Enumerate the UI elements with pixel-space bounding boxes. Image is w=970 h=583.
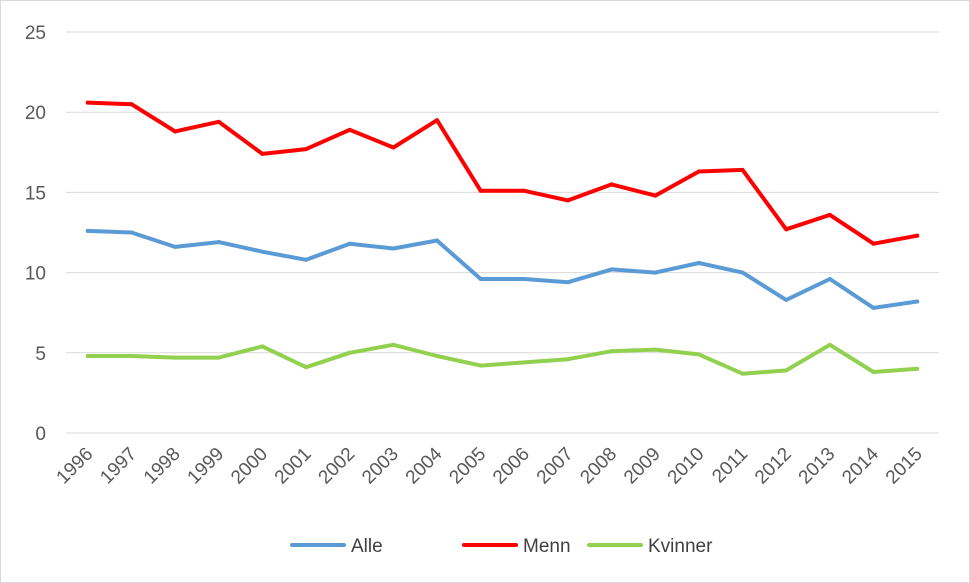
x-tick-label: 1996 [53,444,98,489]
x-tick-label: 2015 [882,444,927,489]
data-point-kvinner [347,350,352,355]
data-point-kvinner [304,365,309,370]
data-point-alle [216,240,221,245]
x-tick-label: 1998 [140,444,185,489]
data-point-kvinner [85,354,90,359]
data-point-kvinner [391,342,396,347]
data-point-alle [696,260,701,265]
data-point-alle [129,230,134,235]
x-tick-label: 2012 [751,444,796,489]
x-tick-label: 1997 [96,444,141,489]
y-tick-label: 15 [25,183,46,204]
data-point-kvinner [740,371,745,376]
data-point-kvinner [565,357,570,362]
data-point-alle [173,244,178,249]
data-point-kvinner [871,370,876,375]
data-point-kvinner [915,366,920,371]
data-point-kvinner [435,354,440,359]
series-line-menn [85,100,920,246]
data-point-alle [915,299,920,304]
y-tick-label: 25 [25,23,46,44]
data-point-menn [478,188,483,193]
data-point-menn [784,227,789,232]
data-point-menn [435,118,440,123]
data-point-menn [304,147,309,152]
data-point-menn [347,127,352,132]
series-line-kvinner [85,342,920,376]
data-point-menn [260,151,265,156]
data-point-menn [173,129,178,134]
data-point-menn [522,188,527,193]
data-point-menn [653,193,658,198]
data-point-kvinner [478,363,483,368]
data-point-kvinner [216,355,221,360]
x-tick-label: 2009 [620,444,665,489]
data-point-kvinner [827,342,832,347]
data-point-menn [85,100,90,105]
data-point-menn [827,212,832,217]
data-point-menn [216,119,221,124]
x-axis-ticks: 1996199719981999200020012002200320042005… [53,443,927,488]
y-tick-label: 5 [35,344,46,365]
data-point-menn [609,182,614,187]
grid-layer [66,31,939,434]
x-tick-label: 2000 [227,444,272,489]
data-point-alle [871,305,876,310]
legend-label-alle: Alle [351,536,383,557]
y-axis-ticks: 0 5 10 15 20 25 [25,23,46,445]
series-line-alle [85,228,920,310]
y-tick-label: 0 [35,424,46,445]
y-tick-label: 10 [25,264,46,285]
data-point-kvinner [522,360,527,365]
x-tick-label: 2014 [838,443,883,488]
data-point-alle [85,228,90,233]
data-point-alle [827,277,832,282]
data-point-menn [915,233,920,238]
data-point-kvinner [260,344,265,349]
x-tick-label: 2013 [795,444,840,489]
x-tick-label: 2006 [489,444,534,489]
data-point-alle [653,270,658,275]
y-tick-label: 20 [25,103,46,124]
x-tick-label: 1999 [184,444,229,489]
data-point-menn [129,102,134,107]
data-point-alle [347,241,352,246]
data-point-menn [740,167,745,172]
data-point-alle [609,267,614,272]
data-point-alle [565,280,570,285]
data-point-alle [784,297,789,302]
data-point-kvinner [609,349,614,354]
legend-label-menn: Menn [523,536,571,557]
data-point-alle [304,257,309,262]
data-point-kvinner [784,368,789,373]
data-point-alle [260,249,265,254]
x-tick-label: 2004 [402,443,447,488]
data-point-menn [696,169,701,174]
data-point-alle [740,270,745,275]
data-point-kvinner [653,347,658,352]
x-tick-label: 2011 [708,444,752,488]
data-point-alle [435,238,440,243]
legend-label-kvinner: Kvinner [648,536,713,557]
data-point-kvinner [173,355,178,360]
data-point-kvinner [696,352,701,357]
x-tick-label: 2003 [358,444,403,489]
x-tick-label: 2010 [664,444,709,489]
data-point-kvinner [129,354,134,359]
x-tick-label: 2007 [533,444,578,489]
data-point-menn [391,145,396,150]
data-point-alle [522,277,527,282]
data-point-alle [478,277,483,282]
data-point-menn [871,241,876,246]
x-tick-label: 2001 [271,444,316,489]
data-point-menn [565,198,570,203]
legend: Alle Menn Kvinner [290,536,713,557]
x-tick-label: 2008 [576,444,621,489]
x-tick-label: 2002 [315,444,360,489]
series-layer [85,100,920,376]
x-tick-label: 2005 [445,444,490,489]
data-point-alle [391,246,396,251]
